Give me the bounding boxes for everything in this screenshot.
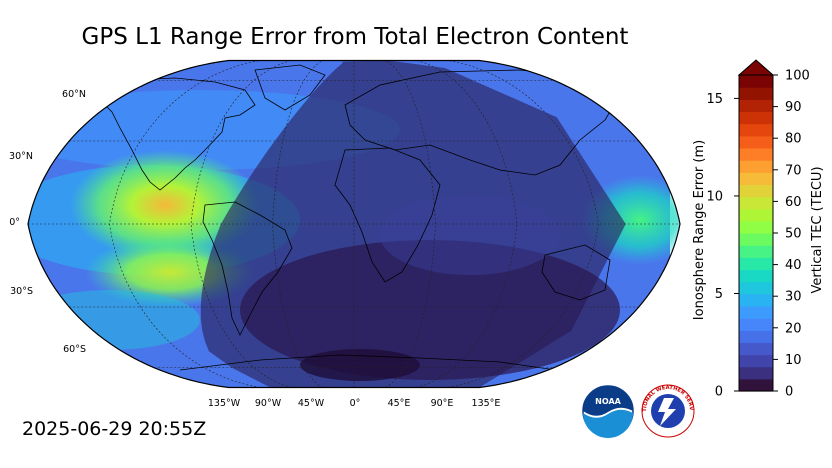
colorbar-tec-ticks: 0 10 20 30 40 50 60 70 80 90 100 xyxy=(773,69,810,400)
tec-band-southwest xyxy=(28,290,200,350)
colorbar-swatch xyxy=(739,160,773,173)
coast-south-america xyxy=(202,201,293,336)
nws-logo-bolt xyxy=(658,398,676,426)
tec-tick-label: 30 xyxy=(785,290,802,305)
colorbar-swatch xyxy=(739,342,773,356)
colorbar-range-ticks: 0 5 10 15 xyxy=(706,92,739,400)
colorbar-extend-arrow xyxy=(737,59,775,76)
colorbar-right-title: Vertical TEC (TECU) xyxy=(810,166,825,293)
coast-eurasia xyxy=(344,69,621,176)
lat-labels: 60°N 30°N 0° 30°S 60°S xyxy=(9,89,86,355)
lat-label-30n: 30°N xyxy=(9,151,33,162)
colorbar-swatch xyxy=(739,330,773,343)
lat-label-0: 0° xyxy=(9,217,20,228)
colorbar-swatch xyxy=(739,366,773,380)
colorbar-swatch xyxy=(739,245,773,258)
tec-tick-label: 0 xyxy=(785,385,793,400)
graticule xyxy=(28,60,680,388)
tec-low-south-atlantic xyxy=(240,240,620,380)
colorbar-swatch xyxy=(739,305,773,319)
lon-label-45e: 45°E xyxy=(388,398,411,409)
lat-label-60n: 60°N xyxy=(62,89,86,100)
tec-tick-label: 40 xyxy=(785,258,802,273)
colorbar-swatch xyxy=(739,75,773,88)
colorbar-swatch xyxy=(739,172,773,185)
tec-tick-label: 50 xyxy=(785,227,802,242)
noaa-logo-top xyxy=(583,386,633,416)
coast-africa xyxy=(334,147,441,283)
colorbar: 0 10 20 30 40 50 60 70 80 90 100 0 5 10 15 Ionosphere… xyxy=(692,59,825,400)
meridian-line xyxy=(416,60,518,388)
tec-tick-label: 70 xyxy=(785,163,802,178)
colorbar-swatch xyxy=(739,354,773,368)
colorbar-swatch xyxy=(739,87,773,100)
colorbar-swatch xyxy=(739,135,773,149)
lon-label-90e: 90°E xyxy=(431,398,454,409)
tec-mid-africa xyxy=(380,195,560,275)
tec-tick-label: 80 xyxy=(785,132,802,147)
range-tick-label: 10 xyxy=(706,189,723,204)
colorbar-swatch xyxy=(739,196,773,210)
globe-map xyxy=(28,60,680,388)
coast-north-america xyxy=(94,77,256,191)
range-tick-label: 15 xyxy=(706,92,723,107)
continent-outlines xyxy=(94,64,621,373)
globe-border xyxy=(27,59,681,389)
lat-label-30s: 30°S xyxy=(10,286,33,297)
lon-label-135w: 135°W xyxy=(208,398,241,409)
meridian-line xyxy=(447,60,599,388)
coast-australia xyxy=(541,244,611,301)
meridian-line xyxy=(190,60,292,388)
noaa-logo-text: NOAA xyxy=(595,397,621,406)
lon-label-90w: 90°W xyxy=(255,398,282,409)
colorbar-swatch xyxy=(739,147,773,161)
tec-tick-label: 60 xyxy=(785,195,802,210)
colorbar-swatch xyxy=(739,257,773,271)
colorbar-swatch xyxy=(739,318,773,331)
tec-tick-label: 90 xyxy=(785,100,802,115)
colorbar-swatch xyxy=(739,269,773,283)
chart-title: GPS L1 Range Error from Total Electron C… xyxy=(81,24,629,50)
range-tick-label: 0 xyxy=(715,385,723,400)
lon-label-0: 0° xyxy=(350,398,361,409)
tec-tick-label: 100 xyxy=(785,69,810,84)
colorbar-swatch xyxy=(739,378,773,392)
tec-tick-label: 10 xyxy=(785,353,802,368)
coast-antarctica xyxy=(179,354,571,373)
colorbar-swatch xyxy=(739,293,773,307)
noaa-logo: NOAA xyxy=(582,385,634,438)
colorbar-swatch xyxy=(739,208,773,222)
colorbar-swatch xyxy=(739,111,773,125)
coast-greenland xyxy=(254,64,326,111)
meridian-line xyxy=(272,60,323,388)
colorbar-swatch xyxy=(739,220,773,234)
meridian-line xyxy=(109,60,261,388)
lat-label-60s: 60°S xyxy=(63,344,86,355)
tec-hotspot-caribbean xyxy=(70,150,260,260)
meridian-line xyxy=(385,60,436,388)
colorbar-swatch xyxy=(739,99,773,113)
colorbar-left-title: Ionosphere Range Error (m) xyxy=(692,140,707,320)
colorbar-swatch xyxy=(739,123,773,137)
lon-label-45w: 45°W xyxy=(298,398,325,409)
colorbar-swatch xyxy=(739,184,773,198)
tec-low-antarctic xyxy=(300,349,420,381)
noaa-logo-bottom xyxy=(583,409,633,438)
colorbar-swatch xyxy=(739,281,773,295)
tec-tick-label: 20 xyxy=(785,321,802,336)
colorbar-swatches xyxy=(739,75,773,392)
range-tick-label: 5 xyxy=(715,287,723,302)
lon-labels: 135°W 90°W 45°W 0° 45°E 90°E 135°E xyxy=(208,398,501,409)
timestamp: 2025-06-29 20:55Z xyxy=(22,418,207,440)
colorbar-swatch xyxy=(739,233,773,246)
lon-label-135e: 135°E xyxy=(472,398,501,409)
